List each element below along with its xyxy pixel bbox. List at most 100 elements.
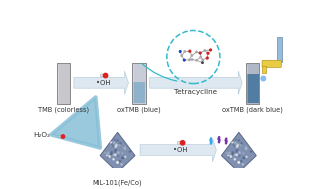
Circle shape [125,156,126,157]
Circle shape [242,164,243,165]
Circle shape [122,153,123,154]
Circle shape [100,74,103,77]
Circle shape [115,146,117,147]
Circle shape [189,59,190,60]
Circle shape [107,153,108,154]
Circle shape [177,141,180,144]
Circle shape [103,73,108,78]
Circle shape [121,164,122,165]
Circle shape [107,155,108,156]
Circle shape [241,143,242,144]
Circle shape [115,146,117,147]
Circle shape [207,52,209,54]
Bar [247,65,248,102]
Circle shape [189,50,191,52]
Circle shape [114,139,115,140]
Bar [57,63,70,104]
Bar [133,64,147,105]
Circle shape [180,141,185,145]
Circle shape [232,152,234,153]
Circle shape [243,157,245,159]
Circle shape [113,159,114,160]
Circle shape [206,57,208,59]
Circle shape [236,149,238,151]
Circle shape [117,140,118,141]
Circle shape [119,143,121,144]
Text: Tetracycline: Tetracycline [174,89,217,95]
Circle shape [261,76,266,81]
Circle shape [113,142,115,144]
Circle shape [191,55,193,56]
Circle shape [230,156,232,157]
Circle shape [114,154,116,156]
Circle shape [196,60,197,61]
Circle shape [239,155,240,156]
Bar [246,63,259,104]
Circle shape [61,135,65,138]
Circle shape [233,154,235,155]
Circle shape [117,162,118,163]
Circle shape [238,140,239,141]
Text: •OH: •OH [96,80,111,86]
Circle shape [228,157,229,158]
Circle shape [236,154,237,156]
Circle shape [236,146,238,147]
Circle shape [240,144,241,146]
Circle shape [183,59,185,61]
Circle shape [233,154,234,155]
Circle shape [226,152,227,153]
Circle shape [226,151,228,153]
Circle shape [111,152,113,153]
Text: oxTMB (dark blue): oxTMB (dark blue) [222,107,283,113]
Circle shape [228,153,229,154]
Circle shape [246,148,247,150]
Circle shape [119,144,120,146]
Bar [247,74,258,103]
Circle shape [234,159,236,160]
Circle shape [105,151,106,153]
Circle shape [59,135,61,138]
Circle shape [246,156,247,157]
Bar [58,64,71,105]
Circle shape [124,147,126,148]
Text: •OH: •OH [173,147,188,153]
Circle shape [243,153,244,154]
Text: TMB (colorless): TMB (colorless) [38,107,89,113]
Circle shape [112,143,113,144]
Circle shape [107,157,108,158]
Text: oxTMB (blue): oxTMB (blue) [117,107,161,113]
Polygon shape [100,132,135,172]
Circle shape [237,146,238,147]
Circle shape [229,152,230,153]
Circle shape [236,146,238,147]
Circle shape [233,143,234,144]
Bar [247,64,260,105]
Circle shape [179,51,181,52]
Circle shape [111,154,113,155]
Circle shape [105,152,106,153]
Polygon shape [221,132,256,172]
Circle shape [239,152,240,153]
Circle shape [204,50,205,51]
Circle shape [118,152,119,153]
Circle shape [124,148,126,150]
Circle shape [111,153,113,155]
Circle shape [245,147,247,148]
Circle shape [192,59,193,60]
Circle shape [116,146,117,147]
Circle shape [114,151,115,153]
Circle shape [235,142,236,144]
Circle shape [117,152,119,153]
Circle shape [122,157,123,159]
Bar [277,37,282,62]
Circle shape [118,155,119,156]
Bar [133,65,134,102]
Circle shape [181,55,182,57]
Circle shape [239,152,240,153]
Circle shape [196,51,197,53]
Circle shape [112,154,113,155]
Circle shape [202,62,203,63]
FancyBboxPatch shape [262,60,281,67]
Circle shape [108,152,109,153]
Circle shape [251,151,252,152]
